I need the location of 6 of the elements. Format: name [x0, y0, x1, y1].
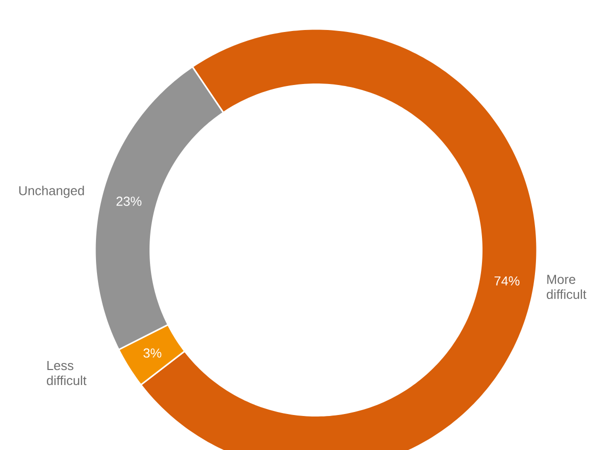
data-label: 3%	[143, 348, 162, 358]
data-label: 23%	[116, 196, 142, 206]
slice-label: Unchanged	[19, 186, 84, 198]
data-label: 74%	[494, 276, 520, 286]
slice-label: Less difficult	[46, 361, 86, 386]
slice-label: More difficult	[546, 274, 586, 299]
